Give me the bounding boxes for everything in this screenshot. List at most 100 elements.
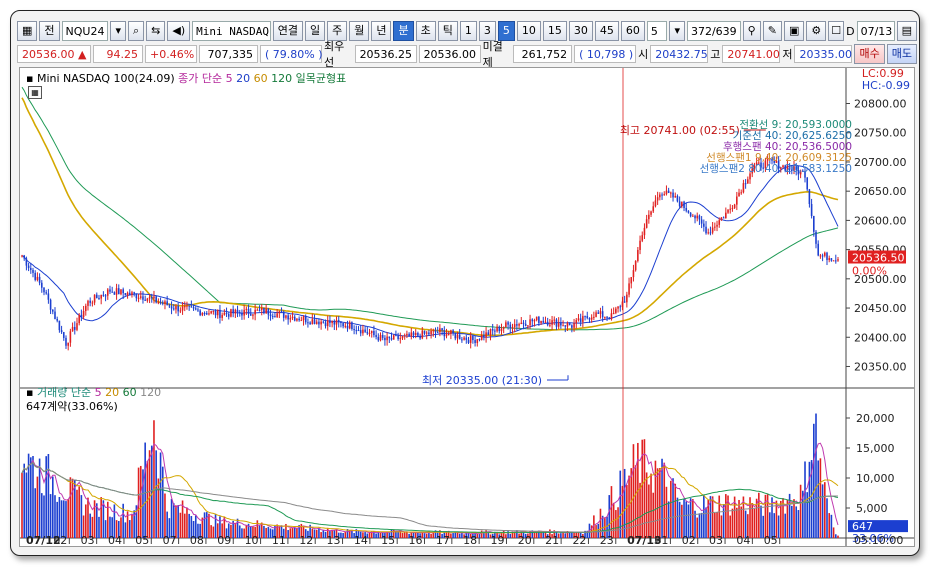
calendar-icon[interactable]: ▤ [896, 21, 917, 41]
volume-bar [516, 530, 518, 538]
volume-bar [335, 528, 338, 538]
candle-body [245, 308, 248, 310]
candle-body [106, 289, 109, 296]
minute-1-button[interactable]: 1 [459, 21, 477, 41]
volume-bar [579, 532, 582, 538]
minute-15-button[interactable]: 15 [542, 21, 567, 41]
volume-bar [507, 531, 509, 538]
chart-area[interactable]: 20800.00 20750.00 20700.00 20650.00 20600.00… [19, 67, 915, 547]
minute-30-button[interactable]: 30 [568, 21, 593, 41]
drawing-icon[interactable]: ✎ [762, 21, 782, 41]
volume-bar [210, 525, 212, 538]
candle-body [566, 322, 569, 327]
minute-60-button[interactable]: 60 [620, 21, 645, 41]
candle-body [645, 219, 648, 228]
symbol-input[interactable]: NQU24 [61, 21, 109, 41]
date-checkbox[interactable]: ☐ [828, 21, 845, 41]
candle-body [628, 283, 630, 295]
volume-bar [80, 495, 83, 538]
low-label: 저 [782, 48, 793, 61]
volume-bar [331, 529, 333, 538]
period-week-button[interactable]: 주 [327, 21, 348, 41]
period-year-button[interactable]: 년 [371, 21, 392, 41]
price-value: 20536.00 ▲ [17, 45, 92, 63]
symbol-name-field: Mini NASDAQ 100(24.0 [192, 21, 271, 41]
ichimoku-label: 기준선 40: 20,625.6250 [732, 130, 852, 142]
period-tick-button[interactable]: 틱 [437, 21, 458, 41]
candle-body [824, 252, 826, 256]
grid-icon[interactable]: ▦ [17, 21, 38, 41]
candle-body [252, 314, 254, 316]
indicator-icon[interactable]: ⚲ [742, 21, 761, 41]
candle-body [34, 272, 36, 280]
period-month-button[interactable]: 월 [349, 21, 370, 41]
volume-bar [808, 461, 811, 538]
speaker-icon[interactable]: ◀) [167, 21, 191, 41]
volume-bar [106, 501, 109, 538]
candle-body [577, 318, 580, 321]
open-label: 시 [638, 48, 649, 61]
price-axis-label: 20450.00 [854, 302, 907, 315]
chart-svg[interactable]: 20800.0020750.0020700.0020650.0020600.00… [20, 68, 914, 546]
candle-body [177, 306, 179, 312]
count-input[interactable]: 5 [646, 21, 668, 41]
volume-ma20-line [21, 462, 839, 534]
volume-bar [502, 530, 505, 538]
candle-body [263, 308, 265, 314]
ichimoku-label: 선행스팬1 9,40: 20,609.3125 [706, 152, 852, 164]
volume-bar [419, 533, 421, 538]
candle-body [93, 294, 96, 303]
volume-bar [597, 523, 600, 538]
sell-button[interactable]: 매도 [886, 44, 917, 64]
settings-gear-icon[interactable]: ⚙ [806, 21, 827, 41]
minute-3-button[interactable]: 3 [478, 21, 496, 41]
candle-body [560, 322, 562, 326]
minute-45-button[interactable]: 45 [594, 21, 619, 41]
candle-body [722, 217, 725, 219]
candle-body [326, 320, 329, 327]
candle-body [417, 333, 419, 336]
volume-bar [711, 496, 714, 538]
search-icon[interactable]: ⌕ [128, 21, 145, 41]
candle-body [469, 335, 472, 343]
table-toggle-icon[interactable]: ▦ [28, 86, 42, 99]
volume-bar [406, 532, 408, 538]
volume-bar [289, 528, 292, 538]
candle-body [674, 195, 677, 198]
time-axis-label: 20 [518, 534, 532, 546]
volume-bar [819, 458, 822, 538]
price-axis-label: 20400.00 [854, 331, 907, 344]
candle-body [120, 289, 122, 295]
candle-body [601, 311, 604, 318]
period-day-button[interactable]: 일 [304, 21, 326, 41]
candle-body [637, 249, 639, 261]
candle-body [49, 299, 52, 310]
jeon-button[interactable]: 전 [39, 21, 60, 41]
volume-bar [34, 488, 36, 538]
buy-button[interactable]: 매수 [854, 44, 885, 64]
period-minute-button[interactable]: 분 [393, 21, 414, 41]
minute-10-button[interactable]: 10 [516, 21, 541, 41]
candle-body [373, 331, 375, 336]
volume-bar [216, 523, 219, 538]
count-dropdown-icon[interactable]: ▾ [669, 21, 685, 41]
minute-5-button[interactable]: 5 [497, 21, 515, 41]
date-input[interactable]: 07/13 [856, 21, 895, 41]
candle-body [769, 158, 771, 160]
candle-body [445, 334, 448, 337]
volume-bar [291, 527, 294, 538]
candle-body [634, 260, 637, 271]
volume-bar [777, 515, 780, 538]
compare-icon[interactable]: ⇆ [146, 21, 166, 41]
volume-bar [300, 523, 303, 538]
volume-bar [634, 465, 637, 538]
price-text: 20536.00 [22, 48, 75, 61]
period-second-button[interactable]: 초 [415, 21, 436, 41]
symbol-dropdown-icon[interactable]: ▾ [110, 21, 126, 41]
volume-bar [769, 512, 771, 538]
candle-body [236, 309, 239, 312]
period-link-button[interactable]: 연결 [272, 21, 303, 41]
save-icon[interactable]: ▣ [783, 21, 805, 41]
candle-body [617, 306, 619, 309]
volume-bar [381, 532, 384, 538]
